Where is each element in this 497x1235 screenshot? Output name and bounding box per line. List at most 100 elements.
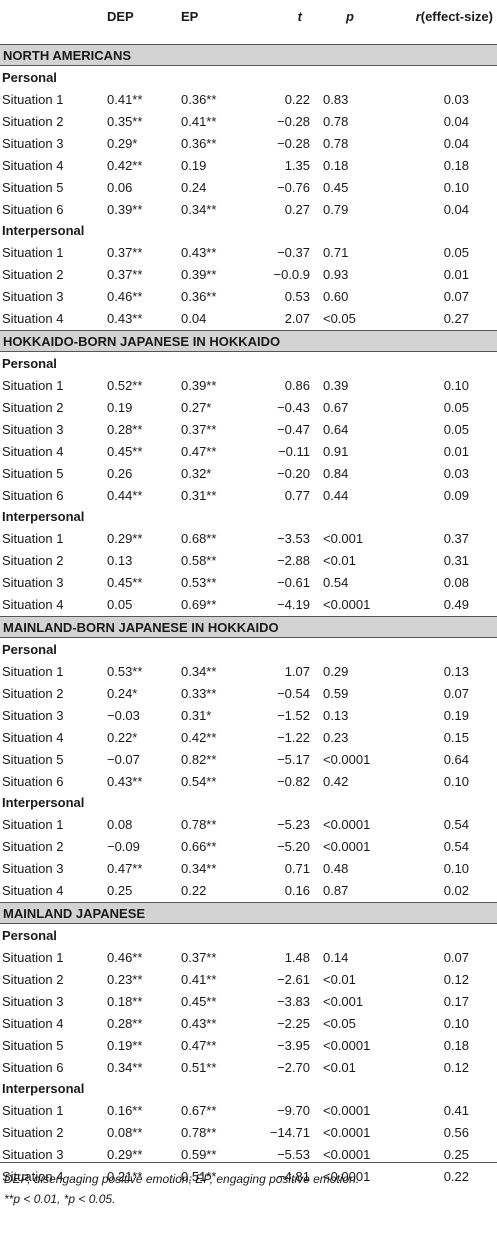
row-label: Situation 4 <box>2 157 64 173</box>
t-value: −0.76 <box>277 179 310 195</box>
p-value: 0.48 <box>323 861 349 877</box>
row-label: Situation 5 <box>2 179 64 195</box>
t-value: −1.52 <box>277 707 310 723</box>
r-value: 0.07 <box>443 685 469 701</box>
table-row: Situation 4 0.43** 0.04 2.07 <0.05 0.27 <box>0 308 497 330</box>
t-value: −0.54 <box>277 685 310 701</box>
ep-value: 0.45** <box>181 993 217 1009</box>
group-header: MAINLAND JAPANESE <box>0 902 497 924</box>
ep-value: 0.47** <box>181 1037 217 1053</box>
dep-value: 0.29** <box>107 1147 143 1163</box>
section-header: Interpersonal <box>0 506 497 528</box>
row-label: Situation 2 <box>2 399 64 415</box>
ep-value: 0.66** <box>181 839 217 855</box>
r-value: 0.08 <box>443 575 469 591</box>
ep-value: 0.58** <box>181 553 217 569</box>
dep-value: 0.42** <box>107 157 143 173</box>
t-value: 0.71 <box>284 861 310 877</box>
t-value: −3.83 <box>277 993 310 1009</box>
group-header: HOKKAIDO-BORN JAPANESE IN HOKKAIDO <box>0 330 497 352</box>
r-value: 0.54 <box>443 817 469 833</box>
col-header-ep: EP <box>181 9 199 24</box>
p-value: 0.44 <box>323 487 349 503</box>
t-value: −14.71 <box>269 1125 310 1141</box>
dep-value: 0.06 <box>107 179 133 195</box>
table-row: Situation 4 0.22* 0.42** −1.22 0.23 0.15 <box>0 727 497 749</box>
t-value: 0.16 <box>284 883 310 899</box>
dep-value: 0.29** <box>107 531 143 547</box>
ep-value: 0.31* <box>181 707 212 723</box>
t-value: −2.88 <box>277 553 310 569</box>
row-label: Situation 1 <box>2 378 64 393</box>
p-value: <0.001 <box>323 531 364 547</box>
r-value: 0.05 <box>443 399 469 415</box>
t-value: −3.95 <box>277 1037 310 1053</box>
section-header: Personal <box>0 639 497 661</box>
row-label: Situation 3 <box>2 421 64 437</box>
r-value: 0.04 <box>443 113 469 129</box>
r-value: 0.56 <box>443 1125 469 1141</box>
t-value: −0.11 <box>278 443 310 459</box>
section-title: Interpersonal <box>2 795 85 811</box>
ep-value: 0.43** <box>181 245 217 261</box>
ep-value: 0.53** <box>181 575 217 591</box>
table-row: Situation 5 0.26 0.32* −0.20 0.84 0.03 <box>0 463 497 485</box>
r-value: 0.07 <box>443 289 469 305</box>
table-row: Situation 4 0.42** 0.19 1.35 0.18 0.18 <box>0 155 497 177</box>
row-label: Situation 1 <box>2 92 64 107</box>
table-row: Situation 1 0.16** 0.67** −9.70 <0.0001 0.41 <box>0 1100 497 1122</box>
col-header-t: t <box>297 9 302 24</box>
t-value: −2.61 <box>277 971 310 987</box>
t-value: 1.07 <box>284 664 310 679</box>
r-value: 0.10 <box>443 1015 469 1031</box>
r-value: 0.37 <box>443 531 469 547</box>
dep-value: 0.16** <box>107 1103 143 1119</box>
dep-value: 0.29* <box>107 135 138 151</box>
table-row: Situation 3 0.29** 0.59** −5.53 <0.0001 0.25 <box>0 1144 497 1166</box>
row-label: Situation 1 <box>2 664 64 679</box>
ep-value: 0.39** <box>181 378 217 393</box>
t-value: −1.22 <box>277 729 310 745</box>
p-value: 0.60 <box>323 289 349 305</box>
row-label: Situation 1 <box>2 531 64 547</box>
t-value: −0.0.9 <box>273 267 310 283</box>
p-value: <0.0001 <box>323 597 371 613</box>
t-value: −0.47 <box>277 421 310 437</box>
t-value: 2.07 <box>284 311 310 327</box>
group-header: MAINLAND-BORN JAPANESE IN HOKKAIDO <box>0 616 497 638</box>
p-value: <0.01 <box>323 971 356 987</box>
dep-value: 0.21** <box>107 1169 143 1185</box>
dep-value: 0.08 <box>107 817 133 833</box>
r-value: 0.54 <box>443 839 469 855</box>
p-value: <0.01 <box>323 553 356 569</box>
t-value: −4.19 <box>277 597 310 613</box>
ep-value: 0.54** <box>181 773 217 789</box>
row-label: Situation 3 <box>2 1147 64 1163</box>
table-row: Situation 3 0.28** 0.37** −0.47 0.64 0.05 <box>0 419 497 441</box>
ep-value: 0.33** <box>181 685 217 701</box>
dep-value: 0.19 <box>107 399 133 415</box>
row-label: Situation 4 <box>2 729 64 745</box>
r-value: 0.01 <box>443 443 469 459</box>
section-title: Interpersonal <box>2 223 85 239</box>
col-header-r-symbol: r <box>415 9 421 24</box>
ep-value: 0.31** <box>181 487 217 503</box>
section-header: Personal <box>0 353 497 375</box>
r-value: 0.03 <box>443 465 469 481</box>
dep-value: 0.43** <box>107 773 143 789</box>
ep-value: 0.59** <box>181 1147 217 1163</box>
r-value: 0.03 <box>443 92 469 107</box>
ep-value: 0.78** <box>181 1125 217 1141</box>
dep-value: 0.37** <box>107 267 143 283</box>
table-row: Situation 4 0.05 0.69** −4.19 <0.0001 0.49 <box>0 594 497 616</box>
section-header: Interpersonal <box>0 792 497 814</box>
table-row: Situation 6 0.44** 0.31** 0.77 0.44 0.09 <box>0 485 497 507</box>
p-value: 0.29 <box>323 664 349 679</box>
p-value: <0.0001 <box>323 817 371 833</box>
r-value: 0.05 <box>443 421 469 437</box>
row-label: Situation 2 <box>2 971 64 987</box>
group-title: HOKKAIDO-BORN JAPANESE IN HOKKAIDO <box>3 334 281 349</box>
r-value: 0.15 <box>443 729 469 745</box>
ep-value: 0.43** <box>181 1015 217 1031</box>
p-value: 0.93 <box>323 267 349 283</box>
